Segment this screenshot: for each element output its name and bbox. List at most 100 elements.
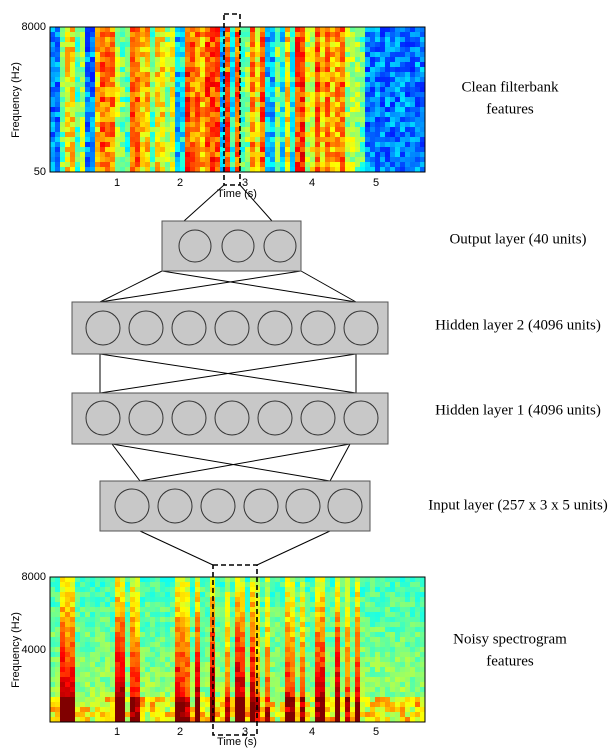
spectrogram-cell xyxy=(325,697,330,702)
spectrogram-cell xyxy=(215,82,220,87)
spectrogram-cell xyxy=(275,47,280,52)
spectrogram-cell xyxy=(245,47,250,52)
spectrogram-cell xyxy=(145,47,150,52)
spectrogram-cell xyxy=(405,607,410,612)
spectrogram-cell xyxy=(415,157,420,162)
spectrogram-cell xyxy=(210,122,215,127)
spectrogram-cell xyxy=(55,92,60,97)
spectrogram-cell xyxy=(245,582,250,587)
spectrogram-cell xyxy=(165,657,170,662)
spectrogram-cell xyxy=(80,692,85,697)
spectrogram-cell xyxy=(275,712,280,717)
spectrogram-cell xyxy=(130,72,135,77)
spectrogram-cell xyxy=(245,107,250,112)
spectrogram-cell xyxy=(420,142,425,147)
spectrogram-cell xyxy=(350,712,355,717)
spectrogram-cell xyxy=(370,677,375,682)
spectrogram-cell xyxy=(385,77,390,82)
spectrogram-cell xyxy=(115,632,120,637)
spectrogram-cell xyxy=(250,637,255,642)
spectrogram-cell xyxy=(100,602,105,607)
spectrogram-cell xyxy=(250,52,255,57)
spectrogram-cell xyxy=(325,52,330,57)
spectrogram-cell xyxy=(350,602,355,607)
spectrogram-cell xyxy=(100,42,105,47)
spectrogram-cell xyxy=(285,67,290,72)
spectrogram-cell xyxy=(405,642,410,647)
spectrogram-cell xyxy=(295,112,300,117)
unit xyxy=(344,401,378,435)
spectrogram-cell xyxy=(335,697,340,702)
spectrogram-cell xyxy=(345,582,350,587)
spectrogram-cell xyxy=(105,702,110,707)
spectrogram-cell xyxy=(120,632,125,637)
spectrogram-cell xyxy=(150,147,155,152)
spectrogram-cell xyxy=(310,142,315,147)
spectrogram-cell xyxy=(205,107,210,112)
spectrogram-cell xyxy=(175,712,180,717)
spectrogram-cell xyxy=(140,97,145,102)
spectrogram-cell xyxy=(285,32,290,37)
spectrogram-cell xyxy=(150,122,155,127)
spectrogram-cell xyxy=(75,627,80,632)
spectrogram-cell xyxy=(120,647,125,652)
spectrogram-cell xyxy=(170,647,175,652)
spectrogram-cell xyxy=(415,27,420,32)
spectrogram-cell xyxy=(205,602,210,607)
spectrogram-cell xyxy=(145,167,150,172)
spectrogram-cell xyxy=(60,582,65,587)
spectrogram-cell xyxy=(310,157,315,162)
spectrogram-cell xyxy=(415,167,420,172)
spectrogram-cell xyxy=(205,52,210,57)
spectrogram-cell xyxy=(415,717,420,722)
spectrogram-cell xyxy=(405,637,410,642)
spectrogram-cell xyxy=(265,647,270,652)
spectrogram-cell xyxy=(250,37,255,42)
spectrogram-cell xyxy=(215,587,220,592)
spectrogram-cell xyxy=(320,632,325,637)
spectrogram-cell xyxy=(370,702,375,707)
spectrogram-cell xyxy=(220,612,225,617)
spectrogram-cell xyxy=(335,687,340,692)
spectrogram-cell xyxy=(285,687,290,692)
spectrogram-cell xyxy=(365,582,370,587)
spectrogram-cell xyxy=(365,672,370,677)
spectrogram-cell xyxy=(240,637,245,642)
spectrogram-cell xyxy=(155,162,160,167)
spectrogram-cell xyxy=(230,157,235,162)
spectrogram-cell xyxy=(135,582,140,587)
spectrogram-cell xyxy=(420,697,425,702)
spectrogram-cell xyxy=(60,627,65,632)
spectrogram-cell xyxy=(175,102,180,107)
spectrogram-cell xyxy=(395,667,400,672)
spectrogram-cell xyxy=(240,602,245,607)
spectrogram-cell xyxy=(190,612,195,617)
spectrogram-cell xyxy=(350,102,355,107)
spectrogram-cell xyxy=(345,27,350,32)
spectrogram-cell xyxy=(95,692,100,697)
spectrogram-cell xyxy=(90,592,95,597)
unit xyxy=(172,401,206,435)
spectrogram-cell xyxy=(280,602,285,607)
spectrogram-cell xyxy=(400,637,405,642)
spectrogram-cell xyxy=(405,52,410,57)
spectrogram-cell xyxy=(125,617,130,622)
spectrogram-cell xyxy=(400,592,405,597)
spectrogram-cell xyxy=(325,27,330,32)
spectrogram-cell xyxy=(355,137,360,142)
spectrogram-cell xyxy=(385,32,390,37)
spectrogram-cell xyxy=(285,132,290,137)
spectrogram-cell xyxy=(355,147,360,152)
spectrogram-cell xyxy=(355,82,360,87)
spectrogram-cell xyxy=(185,72,190,77)
spectrogram-cell xyxy=(320,127,325,132)
spectrogram-cell xyxy=(100,632,105,637)
spectrogram-cell xyxy=(340,612,345,617)
spectrogram-cell xyxy=(395,37,400,42)
spectrogram-cell xyxy=(170,132,175,137)
spectrogram-cell xyxy=(125,117,130,122)
spectrogram-cell xyxy=(225,77,230,82)
spectrogram-cell xyxy=(125,652,130,657)
spectrogram-cell xyxy=(305,67,310,72)
spectrogram-cell xyxy=(90,682,95,687)
